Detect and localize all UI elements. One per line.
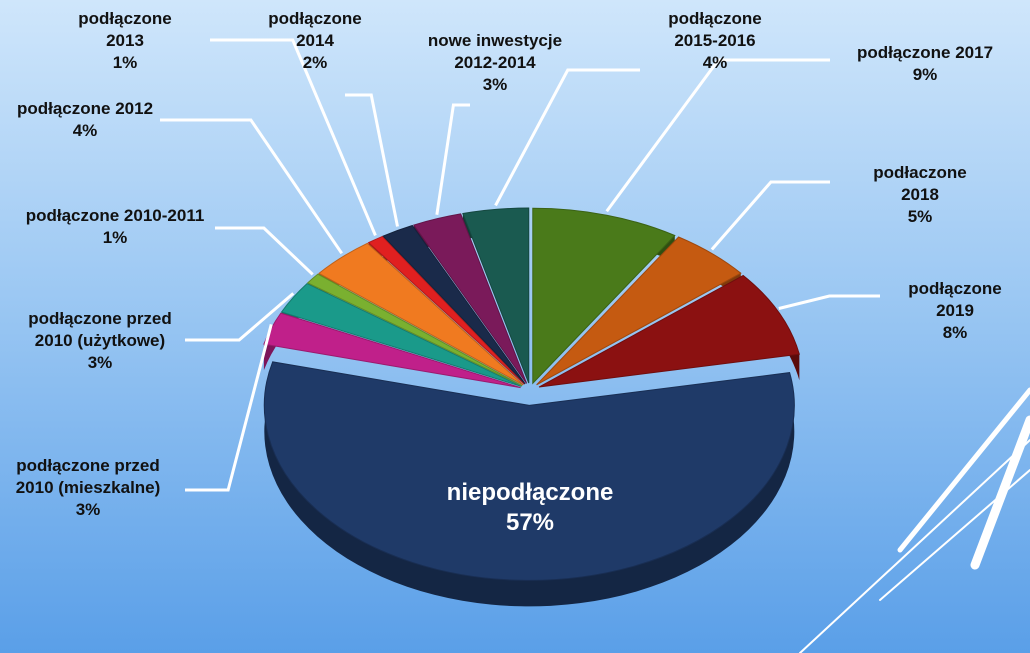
- leader-line: [210, 38, 377, 237]
- value-label: 3%: [87, 353, 113, 372]
- slice-label: podłączone 2015-2016: [668, 9, 762, 50]
- leader-line: [778, 294, 880, 310]
- slice: [536, 236, 742, 386]
- slice: [532, 207, 676, 385]
- slice-label: podłączone 2017: [856, 43, 994, 62]
- value-label: 1%: [102, 228, 128, 247]
- pie: [263, 207, 800, 607]
- leader-line: [710, 180, 830, 251]
- value-label: 9%: [912, 65, 938, 84]
- leader-line: [494, 68, 640, 207]
- leader-line: [605, 58, 830, 213]
- slice-label: podłączone 2019: [908, 279, 1002, 320]
- slice: [367, 235, 525, 385]
- value-label: 3%: [482, 75, 508, 94]
- value-label: 57%: [505, 509, 555, 536]
- slice-label: podłączone 2010-2011: [25, 206, 205, 225]
- slice: [462, 207, 530, 384]
- decoration: [799, 387, 1030, 653]
- slice: [263, 361, 795, 581]
- value-label: 4%: [72, 121, 98, 140]
- leader-line: [345, 93, 399, 227]
- slice-label: podłączone przed 2010 (użytkowe): [28, 309, 172, 350]
- value-label: 8%: [942, 323, 968, 342]
- leader-line: [185, 323, 273, 492]
- slice: [412, 213, 528, 384]
- leader-line: [185, 292, 295, 342]
- slice-label: niepodłączone: [446, 479, 614, 506]
- leader-line: [160, 118, 343, 255]
- slice-label: podłaczone 2018: [873, 163, 967, 204]
- slice: [306, 273, 523, 387]
- leader-line: [435, 103, 470, 215]
- slice-label: nowe inwestycje 2012-2014: [427, 31, 563, 72]
- leader-line: [215, 226, 314, 276]
- value-label: 5%: [907, 207, 933, 226]
- value-label: 3%: [75, 500, 101, 519]
- value-label: 4%: [702, 53, 728, 72]
- slice-label: podłączone 2013: [78, 9, 172, 50]
- leader-lines: [160, 38, 880, 492]
- slice: [318, 242, 524, 386]
- slice-label: podłączone 2014: [268, 9, 362, 50]
- slice: [382, 224, 526, 385]
- slice: [538, 274, 800, 388]
- slice-label: podłączone 2012: [16, 99, 154, 118]
- value-label: 2%: [302, 53, 328, 72]
- value-label: 1%: [112, 53, 138, 72]
- slice: [280, 282, 522, 387]
- slice-label: podłączone przed 2010 (mieszkalne): [15, 456, 161, 497]
